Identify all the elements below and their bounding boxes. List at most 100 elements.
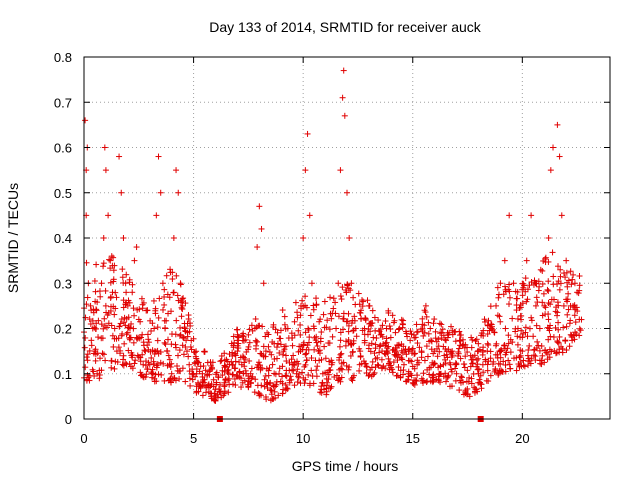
- data-point: [325, 371, 332, 378]
- data-point: [102, 357, 109, 364]
- data-point: [175, 297, 182, 304]
- data-point: [180, 295, 187, 302]
- data-point: [231, 365, 238, 372]
- data-point: [279, 351, 286, 358]
- data-point: [272, 394, 279, 401]
- data-point: [559, 349, 566, 356]
- data-point: [313, 373, 320, 380]
- data-point: [292, 299, 299, 306]
- data-point: [317, 389, 324, 396]
- data-point: [510, 280, 517, 287]
- data-point: [111, 325, 118, 332]
- data-point: [410, 380, 417, 387]
- data-point: [87, 302, 94, 309]
- data-point: [371, 350, 378, 357]
- data-point: [474, 361, 481, 368]
- data-point: [524, 296, 531, 303]
- data-point: [500, 342, 507, 349]
- data-point: [179, 295, 186, 302]
- data-point: [100, 325, 107, 332]
- data-point: [351, 313, 358, 320]
- data-point: [413, 321, 420, 328]
- data-point: [443, 348, 450, 355]
- data-point: [182, 300, 189, 307]
- data-point: [376, 349, 383, 356]
- data-point: [425, 330, 432, 337]
- data-point: [444, 334, 451, 341]
- data-point: [166, 361, 173, 368]
- data-point: [282, 343, 289, 350]
- data-point: [165, 310, 172, 317]
- data-point: [147, 317, 154, 324]
- data-point: [217, 358, 224, 365]
- data-point: [176, 332, 183, 339]
- data-point: [477, 380, 484, 387]
- data-point: [536, 283, 543, 290]
- data-point: [430, 374, 437, 381]
- data-point: [84, 351, 91, 358]
- x-tick-label: 5: [190, 431, 197, 446]
- data-point: [242, 336, 249, 343]
- data-point: [427, 325, 434, 332]
- data-point: [345, 328, 352, 335]
- data-point: [154, 361, 161, 368]
- data-point: [243, 370, 250, 377]
- data-point: [133, 244, 140, 251]
- data-point: [279, 380, 286, 387]
- data-point: [337, 167, 344, 174]
- data-point: [378, 331, 385, 338]
- data-point: [107, 294, 114, 301]
- data-point: [84, 294, 91, 301]
- data-point: [247, 379, 254, 386]
- data-point: [552, 350, 559, 357]
- data-point: [494, 351, 501, 358]
- data-point: [569, 276, 576, 283]
- data-point: [199, 392, 206, 399]
- data-point: [144, 342, 151, 349]
- data-point: [480, 344, 487, 351]
- data-point: [110, 278, 117, 285]
- data-point: [221, 357, 228, 364]
- data-point: [456, 387, 463, 394]
- data-point: [263, 380, 270, 387]
- data-point: [484, 340, 491, 347]
- data-point: [419, 315, 426, 322]
- data-point: [118, 332, 125, 339]
- data-point: [475, 370, 482, 377]
- data-point: [438, 335, 445, 342]
- data-point: [347, 352, 354, 359]
- data-point: [280, 348, 287, 355]
- data-point: [282, 381, 289, 388]
- data-point: [565, 290, 572, 297]
- data-point: [139, 373, 146, 380]
- data-point: [162, 325, 169, 332]
- data-point: [411, 351, 418, 358]
- data-point: [153, 212, 160, 219]
- data-point: [442, 370, 449, 377]
- data-point: [347, 287, 354, 294]
- data-point: [416, 344, 423, 351]
- data-point: [269, 396, 276, 403]
- data-point: [372, 345, 379, 352]
- data-point: [185, 353, 192, 360]
- data-point: [344, 282, 351, 289]
- data-point: [214, 394, 221, 401]
- data-point: [434, 353, 441, 360]
- data-point: [173, 167, 180, 174]
- data-point: [147, 348, 154, 355]
- data-point: [236, 368, 243, 375]
- data-point: [396, 325, 403, 332]
- data-point: [468, 375, 475, 382]
- data-point: [246, 339, 253, 346]
- data-point: [328, 383, 335, 390]
- data-point: [218, 352, 225, 359]
- data-point: [358, 360, 365, 367]
- data-point: [252, 337, 259, 344]
- data-point: [367, 348, 374, 355]
- data-point: [576, 282, 583, 289]
- data-point: [94, 299, 101, 306]
- data-point: [100, 260, 107, 267]
- data-point: [163, 272, 170, 279]
- data-point: [525, 347, 532, 354]
- data-point: [389, 366, 396, 373]
